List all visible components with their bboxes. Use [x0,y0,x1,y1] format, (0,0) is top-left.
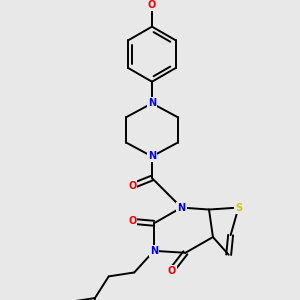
Text: N: N [148,152,156,161]
Text: N: N [150,246,158,256]
Text: N: N [148,98,156,108]
Text: O: O [167,266,176,275]
Text: N: N [177,202,185,213]
Text: O: O [128,181,136,191]
Text: O: O [148,0,156,10]
Text: S: S [235,202,242,213]
Text: O: O [128,216,136,226]
